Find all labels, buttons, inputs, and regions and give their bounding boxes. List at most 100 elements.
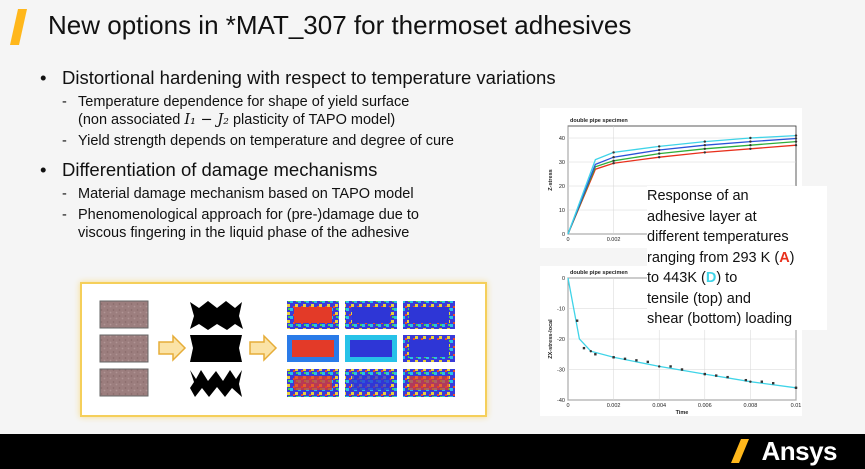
data-point [623,357,627,361]
data-point [612,162,615,165]
dash: - [62,186,67,202]
y-axis-label: Z-stress [548,169,554,190]
data-point [749,144,752,147]
sub-bullet-text: plasticity of TAPO model) [228,112,396,128]
data-point [658,148,661,152]
specimen-photo [99,300,149,329]
series-line [567,277,797,389]
data-point [582,346,586,350]
y-tick-label: 20 [559,184,565,190]
data-point [794,134,798,137]
response-caption: Response of an adhesive layer at differe… [647,186,827,330]
data-point [703,140,706,143]
y-axis-label: ZX-stress-local [548,319,554,359]
caption-line: tensile (top) and [647,290,751,307]
data-point [658,365,661,368]
data-point [760,380,763,383]
caption-line: shear (bottom) loading [647,311,793,327]
data-point [658,152,661,155]
data-point [612,151,615,154]
y-tick-label: -20 [557,337,565,343]
footer-bar [0,434,865,469]
damage-illustration-panel [80,282,487,417]
x-tick-label: 0.006 [698,403,712,409]
label-a: A [779,249,790,266]
specimen-photo [99,368,149,397]
x-axis-label: Time [676,410,689,416]
title-accent-bar [10,9,27,45]
data-point [612,156,615,159]
x-tick-label: 0.002 [607,403,621,409]
sub-bullet-text: (non associated [78,112,185,128]
data-point [794,140,798,143]
y-tick-label: -30 [557,368,565,374]
simulation-contours [287,301,455,397]
y-tick-label: 40 [559,136,565,142]
caption-line: adhesive layer at [647,208,757,225]
x-tick-label: 0.008 [744,403,758,409]
y-tick-label: -40 [557,398,565,404]
x-tick-label: 0.01 [791,403,802,409]
bullet-1: Distortional hardening with respect to t… [40,66,556,90]
data-point [749,136,752,140]
x-tick-label: 0.002 [607,237,621,243]
x-tick-label: 0 [566,237,569,243]
sub-bullet-text: viscous fingering in the liquid phase of… [78,225,410,241]
data-point [749,147,752,150]
data-point [703,151,706,154]
data-point [703,144,706,147]
data-point [749,140,752,143]
caption-line: different temperatures [647,229,789,245]
data-point [794,137,798,140]
data-point [594,353,597,356]
sub-bullet-2-2: - Phenomenological approach for (pre-)da… [62,206,540,242]
arrow-right-icon [249,334,278,362]
damage-illustration [99,300,455,397]
x-tick-label: 0 [566,403,569,409]
sub-bullet-1-2: - Yield strength depends on temperature … [62,132,540,150]
data-point [658,145,661,148]
data-point [703,147,706,150]
data-point [669,365,672,368]
sub-bullet-text: Material damage mechanism based on TAPO … [78,186,414,202]
caption-line: to 443K (D) to [647,270,738,286]
sub-bullet-text: Temperature dependence for shape of yiel… [78,94,410,110]
y-tick-label: 0 [562,232,565,238]
sub-bullet-text: Phenomenological approach for (pre-)dama… [78,207,419,223]
data-point [612,159,615,162]
math-expression: I₁ − J₂ [184,112,229,128]
data-point [703,372,706,376]
data-point [658,156,661,159]
data-point [680,368,684,371]
data-point [794,144,798,147]
label-d: D [705,270,717,286]
ansys-logo: Ansys [731,436,837,466]
slide-title: New options in *MAT_307 for thermoset ad… [48,10,632,40]
dash: - [62,133,67,149]
tensile-chart-svg: double pipe specimen 0 10 20 30 40 0 0.002 Z-str… [548,118,798,243]
data-point [794,386,798,389]
sub-bullet-1-1: - Temperature dependence for shape of yi… [62,93,540,129]
y-tick-label: -10 [557,307,565,313]
caption-line: ranging from 293 K (A) [647,249,795,266]
arrow-right-icon [158,334,187,362]
specimen-photo [99,334,149,363]
chart-title: double pipe specimen [570,270,628,276]
y-tick-label: 30 [559,160,565,166]
data-point [772,382,775,385]
bullet-list: Distortional hardening with respect to t… [40,66,556,242]
data-point [612,356,615,359]
data-point [726,375,729,379]
dash: - [62,207,67,223]
damage-silhouettes [190,301,243,397]
bullet-2-sublist: - Material damage mechanism based on TAP… [62,185,540,242]
data-point [749,380,752,383]
y-tick-label: 10 [559,208,565,214]
ansys-logo-mark-icon [731,439,750,463]
bullet-1-sublist: - Temperature dependence for shape of yi… [62,93,540,150]
data-point [744,378,748,382]
bullet-2: Differentiation of damage mechanisms [40,158,540,182]
caption-line: Response of an [647,188,749,204]
logo-text: Ansys [761,435,837,466]
chart-title: double pipe specimen [570,118,628,124]
